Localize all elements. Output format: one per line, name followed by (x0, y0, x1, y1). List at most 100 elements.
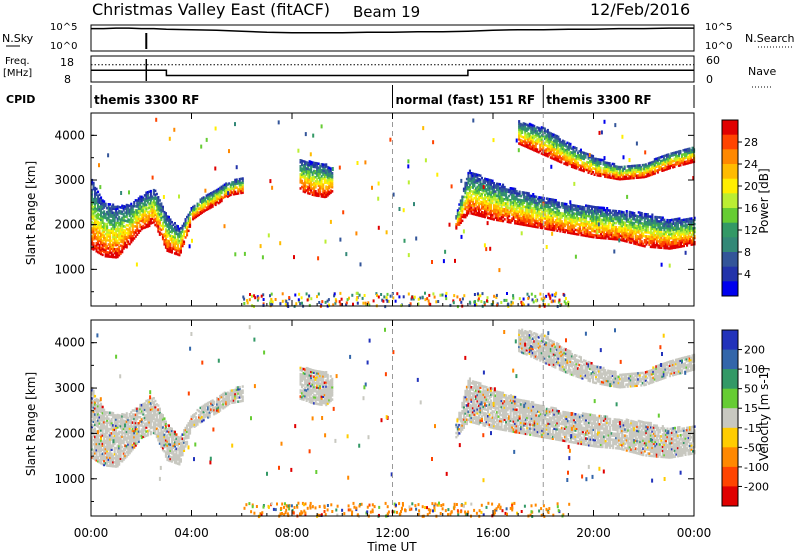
echo-cell (505, 198, 508, 201)
echo-cell (685, 150, 688, 153)
echo-cell (148, 216, 151, 220)
echo-cell (154, 213, 157, 217)
echo-cell (208, 192, 211, 196)
echo-cell (661, 218, 664, 221)
echo-cell (499, 209, 502, 212)
echo-cell (570, 157, 573, 160)
echo-cell (169, 248, 172, 251)
echo-cell (107, 229, 110, 232)
echo-cell (564, 155, 567, 158)
echo-cell (97, 222, 100, 226)
echo-cell (672, 238, 675, 242)
echo-cell (322, 183, 325, 186)
echo-cell (637, 223, 640, 226)
echo-cell (534, 141, 537, 145)
echo-cell (624, 235, 627, 239)
echo-cell (658, 164, 661, 168)
echo-cell (598, 164, 601, 167)
isolated-cell (407, 164, 410, 169)
echo-cell (149, 208, 152, 211)
echo-cell (92, 244, 95, 247)
echo-cell (550, 204, 553, 207)
echo-cell (530, 212, 533, 216)
echo-cell (458, 217, 461, 220)
echo-cell (618, 222, 621, 225)
echo-cell (456, 219, 459, 222)
echo-cell (525, 141, 528, 145)
echo-cell (633, 232, 636, 235)
echo-cell (690, 241, 693, 244)
echo-cell (674, 155, 677, 158)
echo-cell (604, 235, 607, 238)
echo-cell (313, 183, 316, 187)
echo-cell (676, 217, 679, 221)
echo-cell (681, 233, 684, 236)
echo-cell (542, 144, 545, 148)
echo-cell (480, 188, 483, 192)
echo-cell (523, 215, 526, 218)
echo-cell (154, 189, 157, 193)
echo-cell (540, 148, 543, 151)
echo-cell (526, 204, 529, 207)
echo-cell (104, 222, 107, 226)
echo-cell (178, 253, 181, 257)
echo-cell (95, 246, 98, 249)
echo-cell (95, 225, 98, 229)
echo-cell (538, 224, 541, 227)
echo-cell (681, 239, 684, 242)
echo-cell (479, 182, 482, 185)
echo-cell (310, 184, 313, 188)
echo-cell (663, 220, 666, 224)
echo-cell (606, 213, 609, 216)
echo-cell (529, 208, 532, 212)
echo-cell (667, 159, 670, 162)
echo-cell (557, 217, 560, 221)
scatter-cell (298, 292, 301, 296)
echo-cell (505, 194, 508, 197)
echo-cell (658, 158, 661, 161)
scatter-cell (367, 301, 370, 305)
isolated-cell (200, 144, 203, 149)
isolated-cell (489, 246, 492, 251)
echo-cell (511, 219, 514, 222)
echo-cell (607, 163, 610, 167)
echo-cell (473, 172, 476, 176)
echo-cell (91, 209, 94, 212)
echo-cell (551, 132, 554, 136)
echo-cell (543, 131, 546, 134)
isolated-cell (454, 258, 456, 263)
echo-cell (157, 210, 160, 213)
echo-cell (514, 191, 517, 195)
echo-cell (109, 249, 112, 252)
scatter-cell (345, 303, 348, 307)
echo-cell (462, 203, 465, 207)
echo-cell (595, 171, 598, 175)
echo-cell (122, 215, 125, 218)
echo-cell (663, 228, 666, 232)
echo-cell (299, 181, 302, 184)
echo-cell (505, 188, 508, 191)
echo-cell (588, 235, 591, 238)
echo-cell (523, 213, 526, 216)
echo-cell (484, 213, 487, 217)
echo-cell (520, 202, 523, 206)
echo-cell (605, 161, 608, 165)
echo-cell (97, 234, 100, 238)
echo-cell (512, 209, 515, 213)
echo-cell (535, 217, 538, 221)
echo-cell (110, 243, 113, 246)
echo-cell (537, 132, 540, 136)
echo-cell (568, 221, 571, 225)
echo-cell (506, 218, 509, 222)
echo-cell (667, 165, 670, 168)
echo-cell (589, 215, 592, 218)
echo-cell (534, 131, 537, 134)
echo-cell (578, 225, 581, 228)
echo-cell (583, 210, 586, 213)
echo-cell (592, 217, 595, 221)
echo-cell (167, 229, 170, 233)
scatter-cell (327, 298, 330, 302)
echo-cell (621, 226, 624, 230)
echo-cell (465, 199, 468, 203)
echo-cell (541, 210, 544, 214)
